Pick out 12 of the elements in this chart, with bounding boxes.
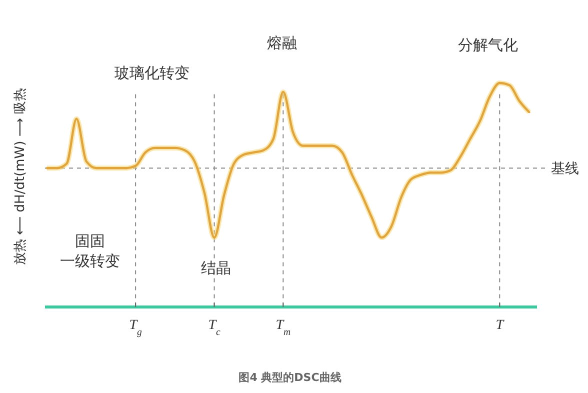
x-tick-label: T$_{c}$ <box>208 318 221 338</box>
y-axis-title: 放热 ⟵ dH/dt(mW) ⟶ 吸热 <box>13 88 28 266</box>
annotation: 固固一级转变 <box>60 232 120 270</box>
text: 分解气化 <box>458 36 518 54</box>
text: 玻璃化转变 <box>114 64 190 82</box>
annotation: 结晶 <box>201 259 231 277</box>
ref-line-label: 基线 <box>551 161 579 178</box>
x-tick-label: T <box>496 318 505 333</box>
caption: 图4 典型的DSC曲线 <box>238 371 342 384</box>
x-tick-label: T$_{g}$ <box>129 318 142 338</box>
x-tick-label: T$_{m}$ <box>276 318 291 338</box>
text: 熔融 <box>267 34 297 52</box>
